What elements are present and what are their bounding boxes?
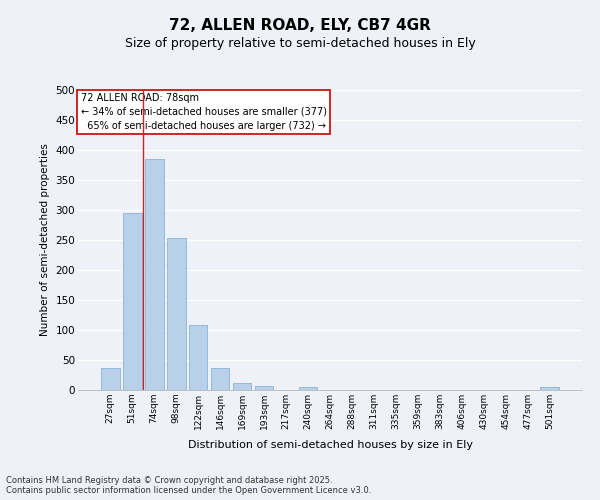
Bar [211,368,229,390]
Text: 72, ALLEN ROAD, ELY, CB7 4GR: 72, ALLEN ROAD, ELY, CB7 4GR [169,18,431,32]
Bar [233,384,251,390]
Bar [255,386,274,390]
Bar [101,368,119,390]
Y-axis label: Number of semi-detached properties: Number of semi-detached properties [40,144,50,336]
Bar [189,325,208,390]
X-axis label: Distribution of semi-detached houses by size in Ely: Distribution of semi-detached houses by … [187,440,473,450]
Bar [299,387,317,390]
Bar [123,213,142,390]
Bar [145,159,164,390]
Text: Contains HM Land Registry data © Crown copyright and database right 2025.
Contai: Contains HM Land Registry data © Crown c… [6,476,371,495]
Bar [167,238,185,390]
Text: Size of property relative to semi-detached houses in Ely: Size of property relative to semi-detach… [125,38,475,51]
Text: 72 ALLEN ROAD: 78sqm
← 34% of semi-detached houses are smaller (377)
  65% of se: 72 ALLEN ROAD: 78sqm ← 34% of semi-detac… [80,93,326,131]
Bar [541,387,559,390]
